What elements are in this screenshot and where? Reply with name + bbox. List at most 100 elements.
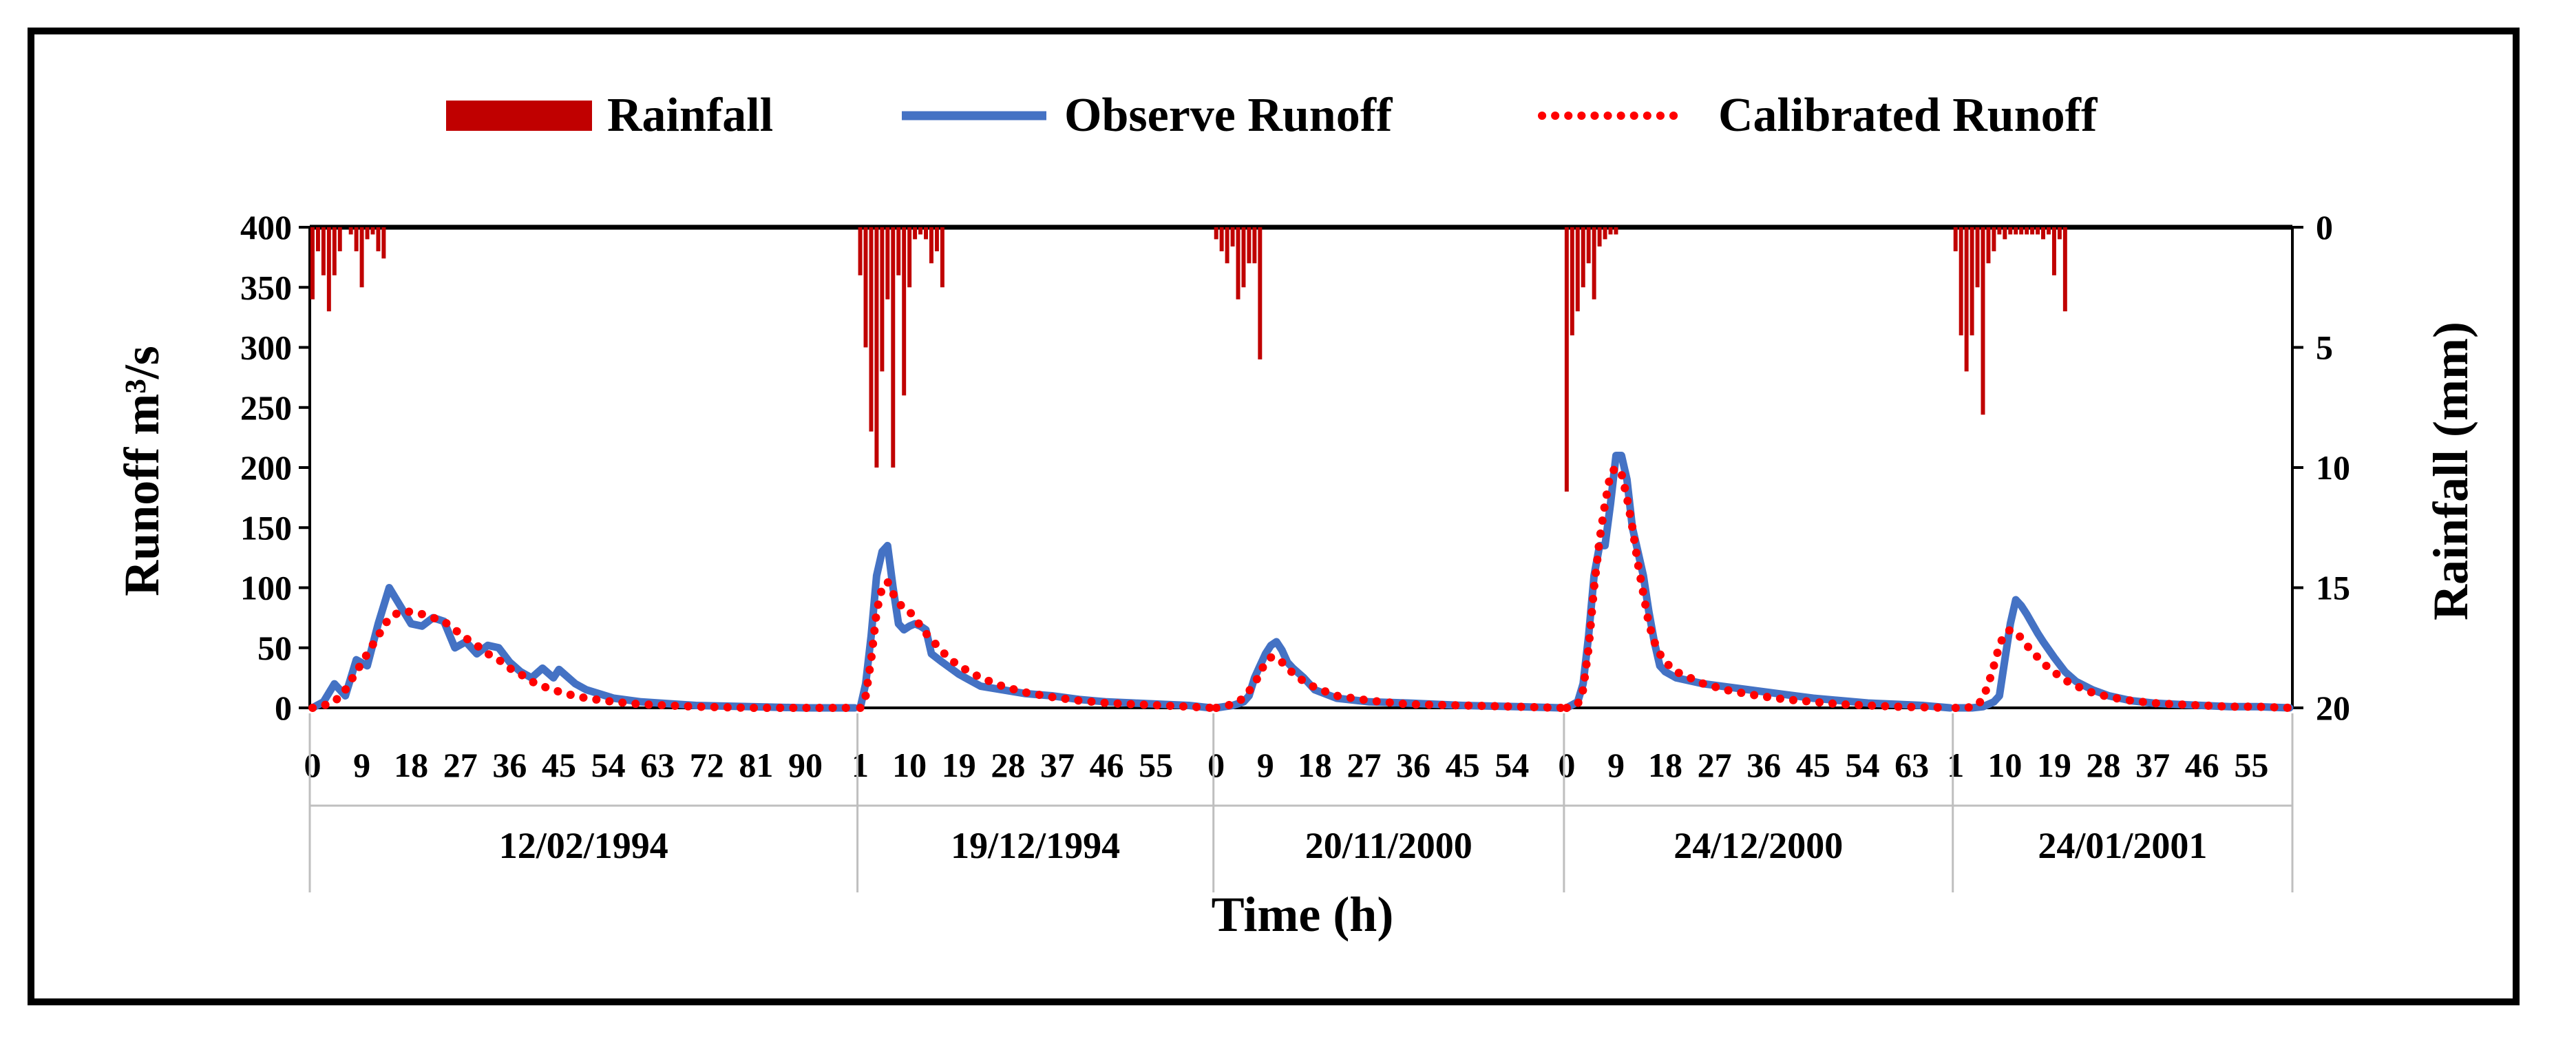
rainfall-bar xyxy=(1252,227,1257,264)
observed-runoff-line xyxy=(856,541,1215,712)
x-tick-label: 27 xyxy=(1347,746,1381,784)
rainfall-bar xyxy=(2003,227,2007,240)
y-axis-left-title: Runoff m³/s xyxy=(114,346,169,596)
rainfall-bar xyxy=(326,227,331,312)
rainfall-bar xyxy=(1953,227,1958,251)
observed-runoff-line xyxy=(1952,596,2294,712)
observed-runoff-line xyxy=(1212,638,1565,712)
rainfall-bar xyxy=(2041,227,2045,240)
rainfall-bar xyxy=(1241,227,1246,288)
event-group-3: 0 9 18 27 36 45 54 63 24/12/2000 xyxy=(1558,227,1954,892)
event-group-2: 0 9 18 27 36 45 54 20/11/2000 xyxy=(1207,227,1565,892)
rainfall-bar xyxy=(924,227,929,240)
rainfall-bar xyxy=(354,227,359,251)
x-tick-label: 18 xyxy=(1298,746,1332,784)
x-tick-label: 72 xyxy=(690,746,724,784)
rainfall-bar xyxy=(1603,227,1607,240)
y-left-tick-label: 350 xyxy=(240,268,292,306)
chart-frame xyxy=(28,28,2520,1005)
rainfall-bar xyxy=(1236,227,1241,300)
rainfall-bar xyxy=(1970,227,1974,336)
rainfall-bar xyxy=(1981,227,1985,415)
rainfall-bar xyxy=(1986,227,1991,264)
rainfall-bar xyxy=(1586,227,1591,264)
rainfall-bar xyxy=(907,227,912,288)
plot-border xyxy=(308,226,2294,709)
observed-runoff-line xyxy=(1563,452,1954,712)
x-tick-label: 54 xyxy=(591,746,626,784)
x-tick-label: 36 xyxy=(1746,746,1781,784)
y-left-tick-label: 0 xyxy=(275,689,292,727)
rainfall-bar xyxy=(2030,227,2035,235)
x-tick-label: 19 xyxy=(2037,746,2071,784)
rainfall-bar xyxy=(1570,227,1574,336)
rainfall-bar xyxy=(891,227,896,468)
x-tick-label: 90 xyxy=(788,746,823,784)
x-tick-label: 55 xyxy=(1139,746,1173,784)
rainfall-bar xyxy=(310,227,315,300)
x-tick-label: 9 xyxy=(353,746,370,784)
event-date-label: 24/01/2001 xyxy=(2038,825,2207,866)
y-right-tick-label: 5 xyxy=(2316,328,2333,367)
x-tick-label: 18 xyxy=(394,746,428,784)
rainfall-bar xyxy=(896,227,901,275)
event-date-label: 24/12/2000 xyxy=(1674,825,1843,866)
rainfall-bar xyxy=(1564,227,1569,492)
x-tick-label: 9 xyxy=(1607,746,1625,784)
rainfall-bar xyxy=(885,227,890,300)
rainfall-bar xyxy=(381,227,386,259)
rainfall-bar xyxy=(1230,227,1235,247)
calibrated-runoff-line xyxy=(308,607,859,712)
calibrated-runoff-line xyxy=(856,577,1215,712)
x-tick-label: 10 xyxy=(1987,746,2022,784)
y-left-tick-label: 400 xyxy=(240,208,292,247)
x-tick-label: 37 xyxy=(1040,746,1075,784)
x-tick-label: 37 xyxy=(2135,746,2170,784)
rainfall-bar xyxy=(365,227,370,240)
y-right-tick-label: 15 xyxy=(2316,569,2350,607)
axis-titles: Runoff m³/s Rainfall (mm) Time (h) xyxy=(114,322,2478,942)
y-right-tick-label: 0 xyxy=(2316,208,2333,247)
rainfall-bar xyxy=(2036,227,2040,235)
event-date-label: 19/12/1994 xyxy=(951,825,1120,866)
rainfall-bar xyxy=(315,227,320,251)
x-tick-label: 54 xyxy=(1845,746,1879,784)
rainfall-bar xyxy=(1597,227,1602,247)
x-tick-label: 27 xyxy=(1698,746,1732,784)
x-tick-label: 27 xyxy=(443,746,478,784)
x-axis-title: Time (h) xyxy=(1212,887,1394,942)
rainfall-bar xyxy=(2046,227,2051,235)
x-tick-label: 46 xyxy=(1090,746,1124,784)
rainfall-bar xyxy=(880,227,885,372)
x-tick-label: 19 xyxy=(942,746,976,784)
rainfall-bar xyxy=(2019,227,2024,235)
y-right-tick-label: 20 xyxy=(2316,689,2350,727)
rainfall-bar xyxy=(370,227,375,235)
event-group-0: 0 9 18 27 36 45 54 63 72 81 90 12/02/1994 xyxy=(304,227,859,892)
y-axis-right-title: Rainfall (mm) xyxy=(2423,322,2478,620)
x-tick-label: 28 xyxy=(2087,746,2121,784)
x-tick-label: 36 xyxy=(492,746,527,784)
rainfall-bar xyxy=(2057,227,2062,240)
event-group-1: 1 10 19 28 37 46 55 19/12/1994 xyxy=(852,227,1215,892)
rainfall-bar xyxy=(1258,227,1263,359)
rainfall-bar xyxy=(1225,227,1229,264)
rainfall-bar xyxy=(348,227,353,235)
x-tick-label: 81 xyxy=(739,746,773,784)
event-group-4: 1 10 19 28 37 46 55 24/01/2001 xyxy=(1947,227,2294,892)
x-tick-label: 45 xyxy=(542,746,576,784)
event-date-label: 12/02/1994 xyxy=(499,825,668,866)
rainfall-bar xyxy=(1575,227,1580,312)
rainfall-bar xyxy=(1959,227,1963,336)
observed-runoff-line xyxy=(308,584,859,712)
x-tick-label: 63 xyxy=(1894,746,1929,784)
x-tick-label: 46 xyxy=(2185,746,2219,784)
y-left-tick-label: 250 xyxy=(240,388,292,427)
rainfall-bar xyxy=(863,227,868,348)
x-tick-label: 45 xyxy=(1796,746,1830,784)
legend: Rainfall Observe Runoff Calibrated Runof… xyxy=(446,89,2098,142)
rainfall-bar xyxy=(874,227,879,468)
x-tick-label: 55 xyxy=(2234,746,2268,784)
y-left-tick-label: 50 xyxy=(257,629,292,667)
